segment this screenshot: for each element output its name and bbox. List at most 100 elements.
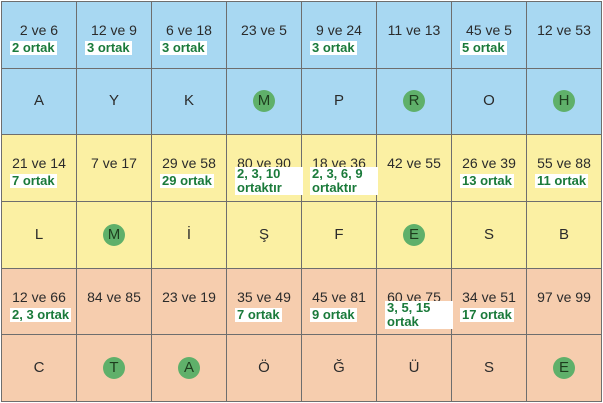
number-pair-cell: 23 ve 5 [227,2,302,69]
number-pair-cell: 11 ve 13 [377,2,452,69]
common-divisor-note: 7 ortak [235,306,282,322]
letter-cell: B [527,201,602,269]
common-divisor-note: 2, 3, 10 ortaktır [235,167,303,196]
common-divisor-note: 29 ortak [160,173,214,189]
letter-cell: A [2,68,77,136]
number-pair: 12 ve 66 [12,288,66,305]
number-pair: 55 ve 88 [537,155,591,172]
number-pair: 11 ve 13 [387,22,441,38]
common-divisor-note: 3, 5, 15 ortak [385,300,453,329]
common-divisor-note: 9 ortak [310,306,357,322]
number-pair: 9 ve 24 [316,22,362,38]
common-divisor-note: 2, 3, 6, 9 ortaktır [310,167,378,196]
number-pair-cell: 23 ve 19 [152,268,227,336]
letter: İ [186,225,192,243]
letter-cell: E [377,201,452,269]
common-divisor-note: 17 ortak [460,306,514,322]
number-pair-cell: 84 ve 85 [77,268,152,336]
letter-cell: Ğ [302,335,377,402]
number-pair: 23 ve 19 [162,288,216,305]
number-pair: 12 ve 53 [537,22,591,38]
number-pair: 21 ve 14 [12,155,66,172]
letter: B [558,225,569,243]
number-pair: 45 ve 5 [466,22,512,38]
letter-cell: R [377,68,452,136]
common-divisor-note: 2, 3 ortak [10,306,72,322]
number-pair-cell: 35 ve 49 7 ortak [227,268,302,336]
highlighted-letter: H [553,90,575,113]
letter: Y [108,92,119,110]
letter: P [333,92,344,110]
number-pair-cell: 9 ve 24 3 ortak [302,2,377,69]
letter-cell: C [2,335,77,402]
common-divisor-note: 7 ortak [10,173,57,189]
letter-cell: K [152,68,227,136]
letter-cell: P [302,68,377,136]
letter: F [334,225,344,243]
letter: K [183,92,194,110]
highlighted-letter: R [403,90,425,113]
number-pair-cell: 45 ve 5 5 ortak [452,2,527,69]
number-pair-cell: 6 ve 18 3 ortak [152,2,227,69]
number-pair: 6 ve 18 [166,22,212,38]
number-pair: 97 ve 99 [537,288,591,305]
common-divisor-note: 11 ortak [535,173,589,189]
number-pair-cell: 2 ve 6 2 ortak [2,2,77,69]
letter: A [33,92,44,110]
number-pair-cell: 12 ve 53 [527,2,602,69]
number-pair: 29 ve 58 [162,155,216,172]
common-divisor-note: 2 ortak [10,40,57,55]
letter-cell: Ş [227,201,302,269]
letter-cell: O [452,68,527,136]
highlighted-letter: E [553,357,575,380]
number-pair-cell: 7 ve 17 [77,135,152,202]
number-pair-cell: 60 ve 75 3, 5, 15 ortak [377,268,453,336]
number-pair-cell: 29 ve 58 29 ortak [152,135,227,202]
number-pair: 35 ve 49 [237,288,291,305]
letter-cell: Ü [377,335,452,402]
number-pair-cell: 21 ve 14 7 ortak [2,135,77,202]
letter-cell: H [527,68,602,136]
letter-cell: S [452,335,527,402]
letter: Ö [258,359,270,377]
number-pair: 34 ve 51 [462,288,516,305]
letter-cell: S [452,201,527,269]
number-pair-cell: 55 ve 88 11 ortak [527,135,602,202]
common-divisor-note: 3 ortak [160,40,207,55]
letter-cell: T [77,335,152,402]
common-divisor-note: 5 ortak [460,40,507,55]
letter-cell: M [227,68,302,136]
common-divisor-note: 3 ortak [85,40,132,55]
letter: L [34,225,44,243]
letter-cell: Ö [227,335,302,402]
number-pair-cell: 34 ve 51 17 ortak [452,268,527,336]
letter: C [33,359,45,377]
number-pair: 2 ve 6 [19,22,59,38]
highlighted-letter: E [403,223,425,246]
letter: S [483,225,494,243]
number-pair: 45 ve 81 [312,288,366,305]
number-pair: 12 ve 9 [91,22,137,38]
number-pair-cell: 18 ve 36 2, 3, 6, 9 ortaktır [302,135,378,202]
number-pair: 23 ve 5 [241,22,287,38]
number-pair-cell: 12 ve 66 2, 3 ortak [2,268,77,336]
letter: Ş [258,225,269,243]
highlighted-letter: A [178,357,200,380]
number-pair-cell: 80 ve 90 2, 3, 10 ortaktır [227,135,303,202]
letter: O [483,92,495,110]
letter-cell: Y [77,68,152,136]
common-divisor-note: 3 ortak [310,40,357,55]
highlighted-letter: M [253,90,275,113]
letter-cell: L [2,201,77,269]
number-pair: 7 ve 17 [91,155,137,172]
number-pair: 42 ve 55 [387,155,441,172]
highlighted-letter: M [103,223,125,246]
letter: S [483,359,494,377]
letter: Ü [408,359,420,377]
letter-cell: A [152,335,227,402]
number-pair-cell: 97 ve 99 [527,268,602,336]
letter-cell: M [77,201,152,269]
number-pair: 26 ve 39 [462,155,516,172]
highlighted-letter: T [103,357,125,380]
